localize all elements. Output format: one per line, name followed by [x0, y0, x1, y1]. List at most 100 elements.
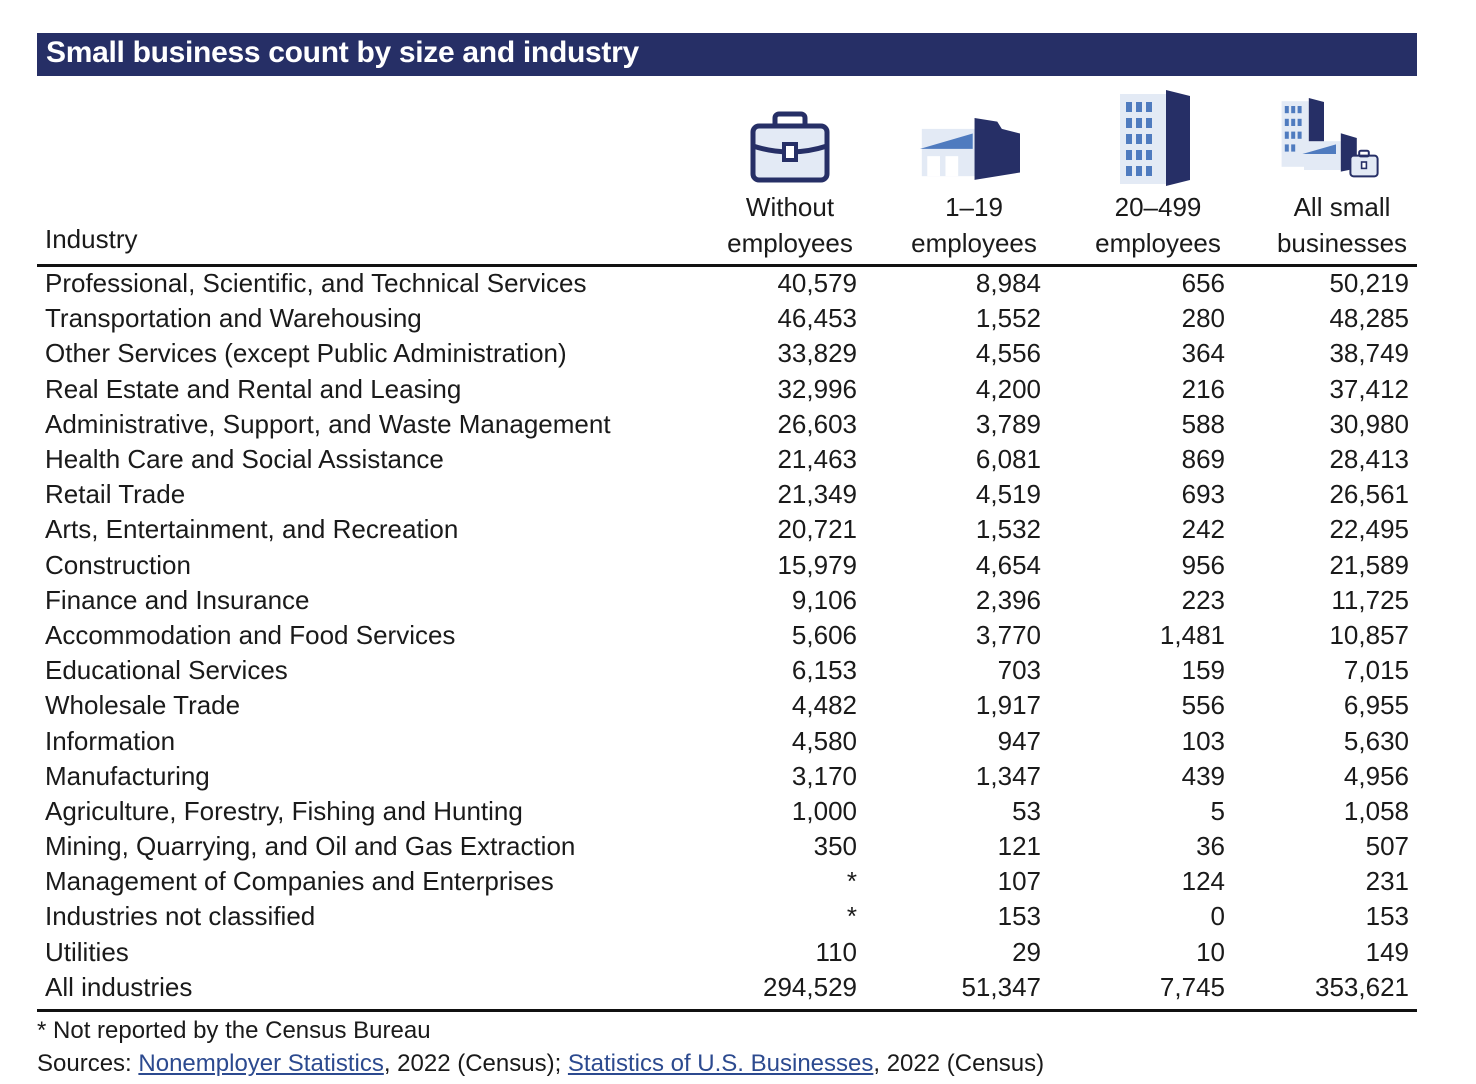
header-line: employees [727, 228, 853, 258]
without-employees-cell: 6,153 [791, 655, 857, 686]
industry-cell: Professional, Scientific, and Technical … [45, 268, 587, 299]
1-19-employees-cell: 153 [997, 901, 1041, 932]
20-499-employees-cell: 280 [1181, 303, 1225, 334]
briefcase-icon [750, 111, 830, 183]
header-line: Without [745, 192, 835, 222]
table-row: Utilities 110 29 10 149 [37, 935, 1417, 970]
without-employees-cell: 21,463 [777, 444, 857, 475]
table-row: Accommodation and Food Services 5,606 3,77… [37, 618, 1417, 653]
1-19-employees-cell: 947 [997, 725, 1041, 756]
industry-cell: Transportation and Warehousing [45, 303, 422, 334]
table-row: Management of Companies and Enterprises *… [37, 864, 1417, 899]
all-small-businesses-cell: 6,955 [1343, 690, 1409, 721]
sources-suffix: , 2022 (Census) [873, 1050, 1045, 1077]
without-employees-cell: 294,529 [763, 971, 857, 1002]
without-employees-cell: 26,603 [777, 408, 857, 439]
20-499-employees-cell: 0 [1210, 901, 1225, 932]
header-line: businesses [1276, 228, 1408, 258]
without-employees-cell: 350 [813, 831, 857, 862]
industry-cell: Accommodation and Food Services [45, 619, 456, 650]
table-row: Information 4,580 947 103 5,630 [37, 723, 1417, 758]
all-small-businesses-cell: 50,219 [1329, 268, 1409, 299]
20-499-employees-cell: 364 [1181, 338, 1225, 369]
20-499-employees-cell: 556 [1181, 690, 1225, 721]
industry-cell: Arts, Entertainment, and Recreation [45, 514, 459, 545]
sources-mid: , 2022 (Census); [383, 1050, 568, 1077]
statistics-us-businesses-link[interactable]: Statistics of U.S. Businesses [567, 1050, 874, 1077]
all-small-businesses-cell: 7,015 [1343, 655, 1409, 686]
without-employees-cell: 4,482 [791, 690, 857, 721]
20-499-employees-cell: 869 [1181, 444, 1225, 475]
1-19-employees-cell: 107 [997, 866, 1041, 897]
table-row: Other Services (except Public Administra… [37, 336, 1417, 371]
industry-cell: Industries not classified [45, 901, 316, 932]
industry-cell: Utilities [45, 936, 129, 967]
header-line: 1–19 [945, 192, 1003, 222]
1-19-employees-cell: 6,081 [975, 444, 1041, 475]
table-row: Agriculture, Forestry, Fishing and Hunti… [37, 794, 1417, 829]
20-499-employees-cell: 693 [1181, 479, 1225, 510]
table-row: Health Care and Social Assistance 21,463 6… [37, 442, 1417, 477]
nonemployer-statistics-link[interactable]: Nonemployer Statistics [138, 1050, 384, 1077]
table-row: Manufacturing 3,170 1,347 439 4,956 [37, 759, 1417, 794]
without-employees-cell: 46,453 [777, 303, 857, 334]
20-499-employees-cell: 10 [1196, 936, 1225, 967]
buildings-group-icon [1281, 98, 1379, 178]
without-employees-cell: * [846, 901, 857, 932]
1-19-employees-cell: 8,984 [975, 268, 1041, 299]
all-small-businesses-cell: 507 [1365, 831, 1409, 862]
industry-cell: Information [45, 725, 176, 756]
1-19-employees-cell: 1,917 [975, 690, 1041, 721]
without-employees-cell: 21,349 [777, 479, 857, 510]
1-19-employees-cell: 29 [1012, 936, 1041, 967]
table-row: Transportation and Warehousing 46,453 1,55… [37, 301, 1417, 336]
20-499-employees-cell: 656 [1181, 268, 1225, 299]
20-499-employees-cell: 159 [1181, 655, 1225, 686]
20-499-employees-cell: 588 [1181, 408, 1225, 439]
column-header-all-small-businesses: All small businesses [1250, 189, 1434, 261]
without-employees-cell: * [846, 866, 857, 897]
table-row: Arts, Entertainment, and Recreation 20,72… [37, 512, 1417, 547]
20-499-employees-cell: 223 [1181, 584, 1225, 615]
20-499-employees-cell: 216 [1181, 373, 1225, 404]
all-small-businesses-cell: 37,412 [1329, 373, 1409, 404]
1-19-employees-cell: 121 [997, 831, 1041, 862]
20-499-employees-cell: 956 [1181, 549, 1225, 580]
storefront-icon [920, 118, 1020, 180]
without-employees-cell: 9,106 [791, 584, 857, 615]
sources-prefix: Sources: [37, 1050, 139, 1077]
industry-cell: Retail Trade [45, 479, 186, 510]
without-employees-cell: 20,721 [777, 514, 857, 545]
header-line: employees [911, 228, 1037, 258]
industry-cell: Educational Services [45, 655, 288, 686]
without-employees-cell: 5,606 [791, 619, 857, 650]
table-row: Professional, Scientific, and Technical … [37, 266, 1417, 301]
all-small-businesses-cell: 149 [1365, 936, 1409, 967]
1-19-employees-cell: 4,200 [975, 373, 1041, 404]
table-row: Administrative, Support, and Waste Manag… [37, 407, 1417, 442]
table-row: Construction 15,979 4,654 956 21,589 [37, 548, 1417, 583]
header-line: employees [1095, 228, 1221, 258]
20-499-employees-cell: 242 [1181, 514, 1225, 545]
table-row: Finance and Insurance 9,106 2,396 223 11,725 [37, 583, 1417, 618]
industry-cell: All industries [45, 971, 193, 1002]
1-19-employees-cell: 4,556 [975, 338, 1041, 369]
1-19-employees-cell: 4,654 [975, 549, 1041, 580]
all-small-businesses-cell: 1,058 [1343, 795, 1409, 826]
1-19-employees-cell: 2,396 [975, 584, 1041, 615]
all-small-businesses-cell: 22,495 [1329, 514, 1409, 545]
20-499-employees-cell: 439 [1181, 760, 1225, 791]
table-row: Wholesale Trade 4,482 1,917 556 6,955 [37, 688, 1417, 723]
20-499-employees-cell: 124 [1181, 866, 1225, 897]
all-small-businesses-cell: 5,630 [1343, 725, 1409, 756]
all-small-businesses-cell: 11,725 [1331, 584, 1409, 615]
industry-cell: Agriculture, Forestry, Fishing and Hunti… [45, 795, 523, 826]
table-row: Industries not classified * 153 0 153 [37, 899, 1417, 934]
1-19-employees-cell: 3,789 [975, 408, 1041, 439]
1-19-employees-cell: 4,519 [975, 479, 1041, 510]
total-row: All industries 294,529 51,347 7,745 353,621 [37, 970, 1417, 1005]
column-header-1-19-employees: 1–19 employees [882, 189, 1066, 261]
20-499-employees-cell: 103 [1181, 725, 1225, 756]
industry-cell: Health Care and Social Assistance [45, 444, 444, 475]
industry-cell: Real Estate and Rental and Leasing [45, 373, 462, 404]
